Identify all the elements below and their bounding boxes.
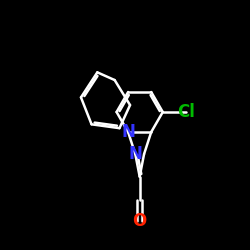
Text: Cl: Cl: [177, 103, 195, 121]
Text: O: O: [132, 212, 147, 230]
Text: N: N: [128, 145, 142, 163]
Text: N: N: [121, 123, 135, 141]
